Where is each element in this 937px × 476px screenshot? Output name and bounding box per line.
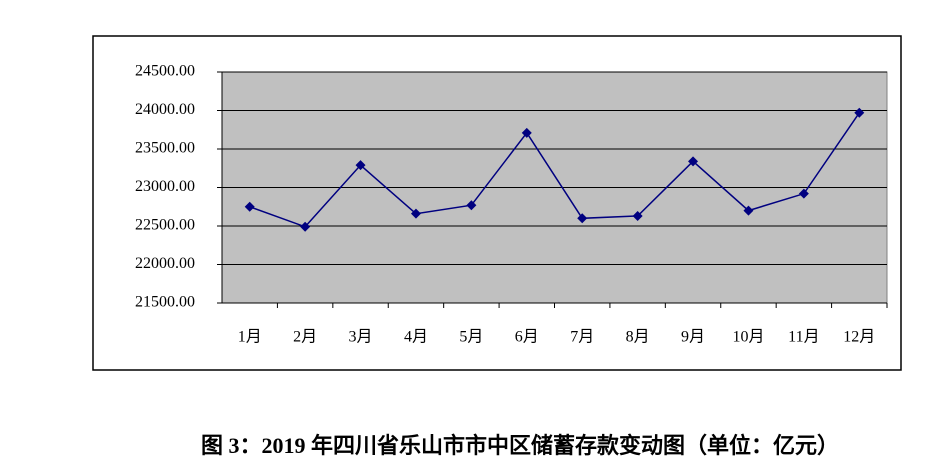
y-tick-label: 23000.00 [135, 178, 195, 195]
point [300, 221, 311, 232]
x-tick-label: 3月 [349, 329, 373, 346]
x-tick-label: 8月 [626, 329, 650, 346]
x-tick-label: 6月 [515, 329, 539, 346]
point [854, 107, 865, 118]
y-tick-label: 21500.00 [135, 294, 195, 311]
point [798, 188, 809, 199]
y-tick-label: 22500.00 [135, 217, 195, 234]
point [355, 160, 366, 171]
y-tick-label: 23500.00 [135, 140, 195, 157]
x-tick-label: 2月 [293, 329, 317, 346]
point [410, 208, 421, 219]
y-tick-label: 24500.00 [135, 63, 195, 80]
point [244, 201, 255, 212]
y-tick-label: 22000.00 [135, 255, 195, 272]
line [249, 112, 860, 228]
point [632, 210, 643, 221]
x-tick-label: 10月 [732, 329, 764, 346]
x-tick-label: 12月 [843, 329, 875, 346]
x-tick-label: 5月 [459, 329, 483, 346]
point [577, 213, 588, 224]
x-tick-label: 11月 [788, 329, 819, 346]
y-tick-label: 24000.00 [135, 101, 195, 118]
x-tick-label: 4月 [404, 329, 428, 346]
x-tick-label: 1月 [238, 329, 262, 346]
point [688, 156, 699, 167]
x-tick-label: 9月 [681, 329, 705, 346]
x-tick-label: 7月 [570, 329, 594, 346]
point [466, 200, 477, 211]
point [521, 127, 532, 138]
point [743, 205, 754, 216]
chart-title: 图 3：2019 年四川省乐山市市中区储蓄存款变动图（单位：亿元） [201, 433, 839, 458]
